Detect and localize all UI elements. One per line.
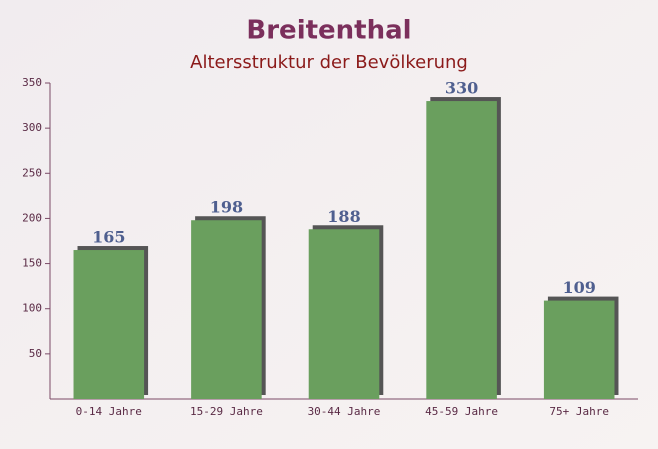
bar: [543, 300, 615, 399]
value-label: 165: [92, 228, 125, 247]
chart-subtitle: Altersstruktur der Bevölkerung: [190, 52, 468, 73]
y-tick-label: 50: [29, 347, 42, 360]
y-tick-label: 200: [22, 211, 42, 224]
chart-title: Breitenthal: [246, 16, 411, 46]
bar: [73, 250, 145, 399]
y-tick-label: 350: [22, 76, 42, 89]
x-tick-label: 0-14 Jahre: [76, 405, 142, 418]
y-tick-label: 150: [22, 257, 42, 270]
x-tick-label: 30-44 Jahre: [308, 405, 381, 418]
value-label: 330: [445, 79, 478, 98]
x-tick-label: 75+ Jahre: [549, 405, 609, 418]
value-label: 198: [210, 198, 243, 217]
x-tick-label: 45-59 Jahre: [425, 405, 498, 418]
value-label: 188: [327, 207, 360, 226]
x-tick-label: 15-29 Jahre: [190, 405, 263, 418]
y-tick-label: 250: [22, 166, 42, 179]
bar: [426, 101, 497, 400]
y-tick-label: 100: [22, 302, 42, 315]
value-label: 109: [562, 278, 595, 297]
y-tick-label: 300: [22, 121, 42, 134]
bar: [308, 229, 380, 399]
bar: [191, 220, 262, 399]
